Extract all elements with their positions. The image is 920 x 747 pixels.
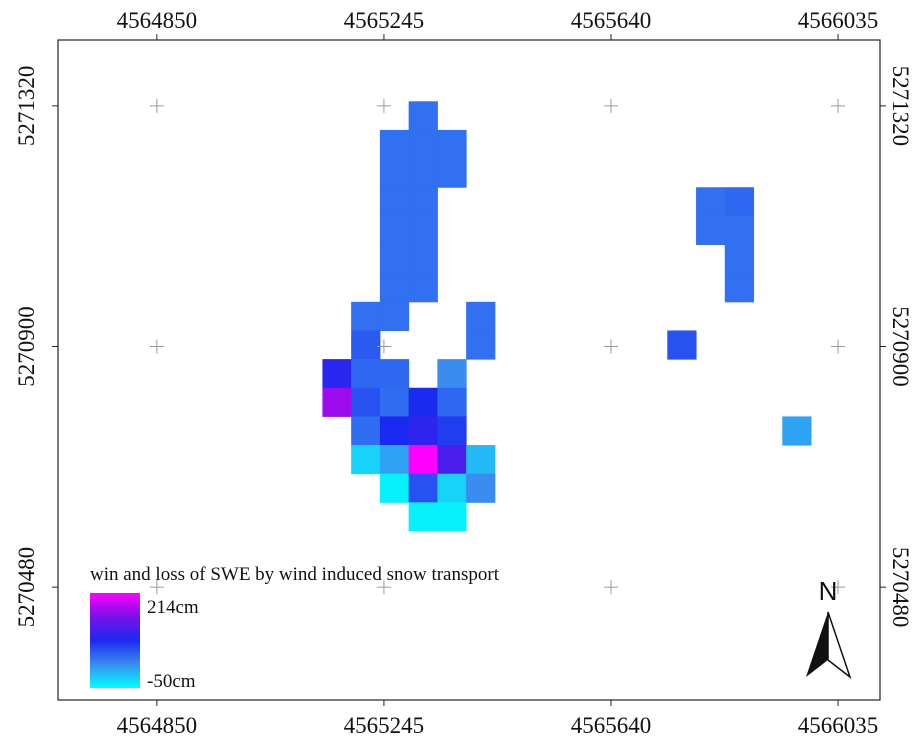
graticule-cross [376,98,391,113]
raster-cell [408,473,438,503]
graticule-cross [376,580,391,595]
raster-cell [466,473,496,503]
raster-cell [437,158,467,188]
raster-cell [351,330,381,360]
raster-cell [379,387,410,417]
raster-cell [724,273,755,303]
raster-cell [408,215,438,246]
x-tick-label-bottom: 4566035 [798,713,879,738]
raster-cell [379,301,410,331]
raster-cell [437,445,467,475]
raster-cell [696,187,726,217]
raster-cell [379,129,410,160]
raster-cell [408,158,438,188]
raster-cell [408,445,438,475]
raster-cell [724,187,755,217]
graticule-cross [831,98,846,113]
raster-cell [322,387,352,417]
graticule-cross [603,339,618,354]
raster-cell [351,359,381,389]
raster-cell [724,215,755,246]
x-tick-label-top: 4564850 [117,8,198,33]
graticule-cross [149,98,164,113]
raster-cell [351,387,381,417]
raster-cell [351,445,381,475]
raster-cell [437,473,467,503]
raster-cell [437,129,467,160]
graticule-cross [376,339,391,354]
x-tick-label-bottom: 4564850 [117,713,198,738]
y-tick-label-right: 5271320 [888,66,913,146]
raster-cell [408,187,438,217]
raster-cell [351,301,381,331]
graticule-cross [149,580,164,595]
raster-cell [437,502,467,532]
raster-cell [379,359,410,389]
legend-max-label: 214cm [147,597,199,618]
raster-cell [379,416,410,446]
raster-cell [379,473,410,503]
raster-cell [724,244,755,274]
raster-cell [466,301,496,331]
raster-cell [408,273,438,303]
raster-cell [322,359,352,389]
raster-cell [466,445,496,475]
raster-cell [466,330,496,360]
legend-min-label: -50cm [147,671,196,692]
y-tick-label-right: 5270480 [888,547,913,628]
raster-cell [408,416,438,446]
raster-cell [782,416,812,446]
raster-cell [379,187,410,217]
y-tick-label-left: 5271320 [14,66,39,146]
raster-cell [379,215,410,246]
graticule-cross [831,339,846,354]
graticule-cross [831,580,846,595]
raster-cell [351,416,381,446]
north-label: N [819,576,838,606]
x-tick-label-top: 4565640 [571,8,652,33]
x-tick-label-bottom: 4565640 [571,713,652,738]
legend-title: win and loss of SWE by wind induced snow… [90,564,500,585]
x-tick-label-top: 4566035 [798,8,879,33]
map-frame [57,39,881,701]
graticule-cross [603,580,618,595]
raster-cell [379,445,410,475]
x-tick-label-bottom: 4565245 [344,713,425,738]
graticule-cross [603,98,618,113]
raster-cell [696,215,726,246]
raster-cell [408,129,438,160]
y-tick-label-right: 5270900 [888,306,913,387]
raster-cell [379,158,410,188]
raster-cell [408,387,438,417]
y-tick-label-left: 5270900 [14,306,39,387]
raster-cell [408,244,438,274]
raster-cell [437,416,467,446]
raster-cell [437,359,467,389]
axes: 4564850 4564850 4565245 4565245 4565640 45656… [14,8,913,738]
raster-cell [408,101,438,131]
legend-colorbar [90,593,140,688]
graticule-cross [149,339,164,354]
raster-cell [408,502,438,532]
x-tick-label-top: 4565245 [344,8,425,33]
raster-cell [379,273,410,303]
raster-cell [667,330,697,360]
raster [322,101,812,532]
raster-cell [379,244,410,274]
raster-cell [437,387,467,417]
north-arrow [806,611,852,680]
y-tick-label-left: 5270480 [14,547,39,628]
